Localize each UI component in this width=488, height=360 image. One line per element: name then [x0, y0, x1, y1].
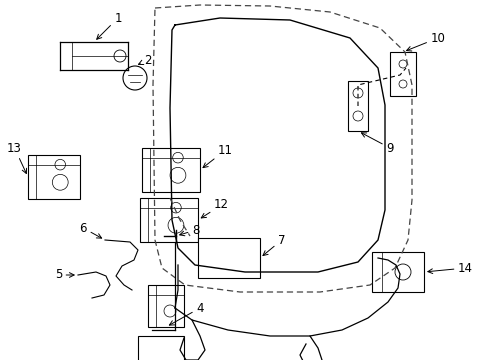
Text: 2: 2	[138, 54, 151, 67]
Text: 6: 6	[80, 221, 102, 238]
Text: 1: 1	[97, 12, 122, 39]
Text: 4: 4	[169, 302, 203, 325]
Text: 14: 14	[427, 261, 472, 274]
Text: 13: 13	[7, 141, 26, 174]
Text: 12: 12	[201, 198, 228, 218]
Bar	[389, 52, 415, 96]
Bar	[140, 198, 198, 242]
Bar	[371, 252, 423, 292]
Text: 3: 3	[0, 359, 1, 360]
Bar	[347, 81, 367, 131]
Bar	[28, 155, 80, 199]
Text: 8: 8	[179, 224, 199, 237]
Bar	[198, 238, 260, 278]
Bar	[142, 148, 200, 192]
Text: 5: 5	[55, 269, 74, 282]
Text: 10: 10	[406, 31, 445, 51]
Bar	[138, 336, 183, 360]
Text: 11: 11	[203, 144, 232, 168]
Bar	[148, 285, 183, 327]
Text: 7: 7	[263, 234, 285, 256]
Text: 9: 9	[361, 133, 393, 154]
